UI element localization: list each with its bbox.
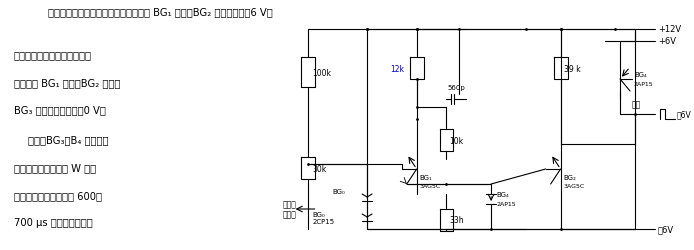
Text: 阻值，使 BG₁ 截止，BG₂ 导通，: 阻值，使 BG₁ 截止，BG₂ 导通， xyxy=(14,78,120,88)
Text: 锗光敏: 锗光敏 xyxy=(282,200,296,209)
Text: BG₄: BG₄ xyxy=(634,72,647,78)
Text: 100k: 100k xyxy=(312,68,332,77)
Text: +12V: +12V xyxy=(658,26,681,34)
Text: 受光照时，锗光敏二极管呈低: 受光照时，锗光敏二极管呈低 xyxy=(14,50,92,60)
Text: 图中，BG₃，B₄ 起反向电: 图中，BG₃，B₄ 起反向电 xyxy=(28,135,108,145)
Text: BG₄: BG₄ xyxy=(496,191,509,197)
Text: 700 μs 即可正常工作。: 700 μs 即可正常工作。 xyxy=(14,218,92,228)
Text: 2CP15: 2CP15 xyxy=(312,218,335,224)
Text: BG₂: BG₂ xyxy=(564,174,577,180)
Text: 输出: 输出 xyxy=(632,100,641,109)
Text: 3AG5C: 3AG5C xyxy=(420,183,441,188)
Text: 12k: 12k xyxy=(390,64,404,73)
Text: 压保护作用。电位器 W 调节: 压保护作用。电位器 W 调节 xyxy=(14,162,96,172)
Text: 2AP15: 2AP15 xyxy=(634,82,654,87)
Text: 10k: 10k xyxy=(450,136,464,145)
Text: BG₁: BG₁ xyxy=(420,174,432,180)
Text: 560p: 560p xyxy=(448,85,465,91)
Text: 2AP15: 2AP15 xyxy=(496,202,516,207)
Text: 无光照时，锗光敏二极管呈高阻值，使 BG₁ 饱和，BG₂ 截止，输出－6 V。: 无光照时，锗光敏二极管呈高阻值，使 BG₁ 饱和，BG₂ 截止，输出－6 V。 xyxy=(48,8,273,18)
Text: +6V: +6V xyxy=(658,37,676,46)
Text: 输出波形宽度，一般为 600～: 输出波形宽度，一般为 600～ xyxy=(14,190,102,200)
Text: 39 k: 39 k xyxy=(564,64,580,73)
Text: －6V: －6V xyxy=(658,224,674,234)
Text: 33h: 33h xyxy=(450,216,464,224)
Text: －6V: －6V xyxy=(677,110,691,119)
Text: BG₀: BG₀ xyxy=(332,188,345,194)
Text: 二极管: 二极管 xyxy=(282,210,296,219)
Text: 3AG5C: 3AG5C xyxy=(564,183,585,188)
Text: BG₃ 截止，输出近似为0 V。: BG₃ 截止，输出近似为0 V。 xyxy=(14,105,105,115)
Text: BG₀: BG₀ xyxy=(312,211,325,217)
Text: 30k: 30k xyxy=(312,164,327,173)
